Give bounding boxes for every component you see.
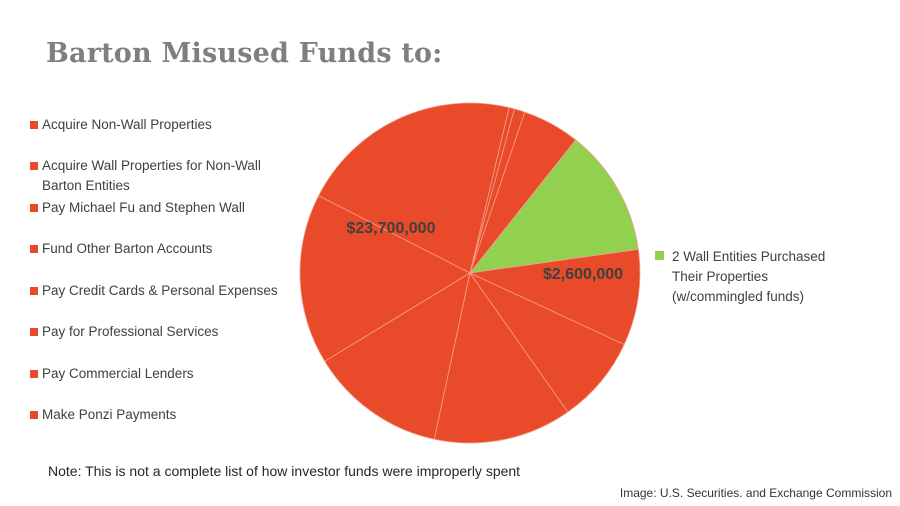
legend-item-acquire-wall: Acquire Wall Properties for Non-Wall Bar… bbox=[30, 156, 290, 196]
legend-label: Pay Commercial Lenders bbox=[42, 366, 194, 381]
image-credit: Image: U.S. Securities. and Exchange Com… bbox=[619, 486, 892, 500]
legend-swatch bbox=[30, 287, 38, 295]
legend-label: Pay Michael Fu and Stephen Wall bbox=[42, 200, 245, 215]
misused-total-label: $23,700,000 bbox=[347, 220, 436, 237]
slice-label-wall-entities: $2,600,000 bbox=[543, 266, 623, 283]
legend-label: Make Ponzi Payments bbox=[42, 407, 177, 422]
legend-label: Pay Credit Cards & Personal Expenses bbox=[42, 283, 278, 298]
legend-item-commercial-lenders: Pay Commercial Lenders bbox=[30, 364, 300, 384]
legend-item-credit-cards: Pay Credit Cards & Personal Expenses bbox=[30, 281, 300, 301]
legend-label: 2 Wall Entities Purchased Their Properti… bbox=[672, 249, 826, 304]
pie-slice-misused-h bbox=[468, 272, 625, 413]
legend-swatch bbox=[30, 204, 38, 212]
legend-label: Fund Other Barton Accounts bbox=[42, 241, 213, 256]
legend-swatch bbox=[30, 121, 38, 129]
pie-slice-2 Wall Entities Purchased Their Properties (w/commingled funds) bbox=[469, 139, 639, 274]
legend-item-professional-services: Pay for Professional Services bbox=[30, 322, 300, 342]
legend-label: Acquire Non-Wall Properties bbox=[42, 117, 212, 132]
legend-label: Acquire Wall Properties for Non-Wall Bar… bbox=[42, 158, 261, 193]
legend-swatch bbox=[30, 245, 38, 253]
legend-swatch bbox=[30, 162, 38, 170]
pie-slice-misused-f bbox=[324, 272, 471, 440]
pie-slice-misused-i bbox=[468, 248, 641, 345]
pie-slices bbox=[299, 102, 641, 444]
legend-item-acquire-non-wall: Acquire Non-Wall Properties bbox=[30, 115, 300, 135]
pie-slice-misused-d bbox=[318, 102, 510, 274]
legend-item-ponzi: Make Ponzi Payments bbox=[30, 405, 300, 425]
legend-swatch bbox=[30, 328, 38, 336]
legend-item-wall-entities: 2 Wall Entities Purchased Their Properti… bbox=[655, 247, 855, 307]
legend-swatch bbox=[30, 370, 38, 378]
footnote: Note: This is not a complete list of how… bbox=[48, 463, 521, 479]
chart-title: Barton Misused Funds to: bbox=[46, 38, 443, 69]
legend-swatch bbox=[655, 251, 664, 260]
pie-slice-misused-e bbox=[299, 195, 471, 362]
legend-swatch bbox=[30, 411, 38, 419]
pie-slice-misused-g bbox=[433, 272, 569, 444]
legend-label: Pay for Professional Services bbox=[42, 324, 219, 339]
legend-item-pay-fu-wall: Pay Michael Fu and Stephen Wall bbox=[30, 198, 300, 218]
legend-item-fund-other: Fund Other Barton Accounts bbox=[30, 239, 300, 259]
